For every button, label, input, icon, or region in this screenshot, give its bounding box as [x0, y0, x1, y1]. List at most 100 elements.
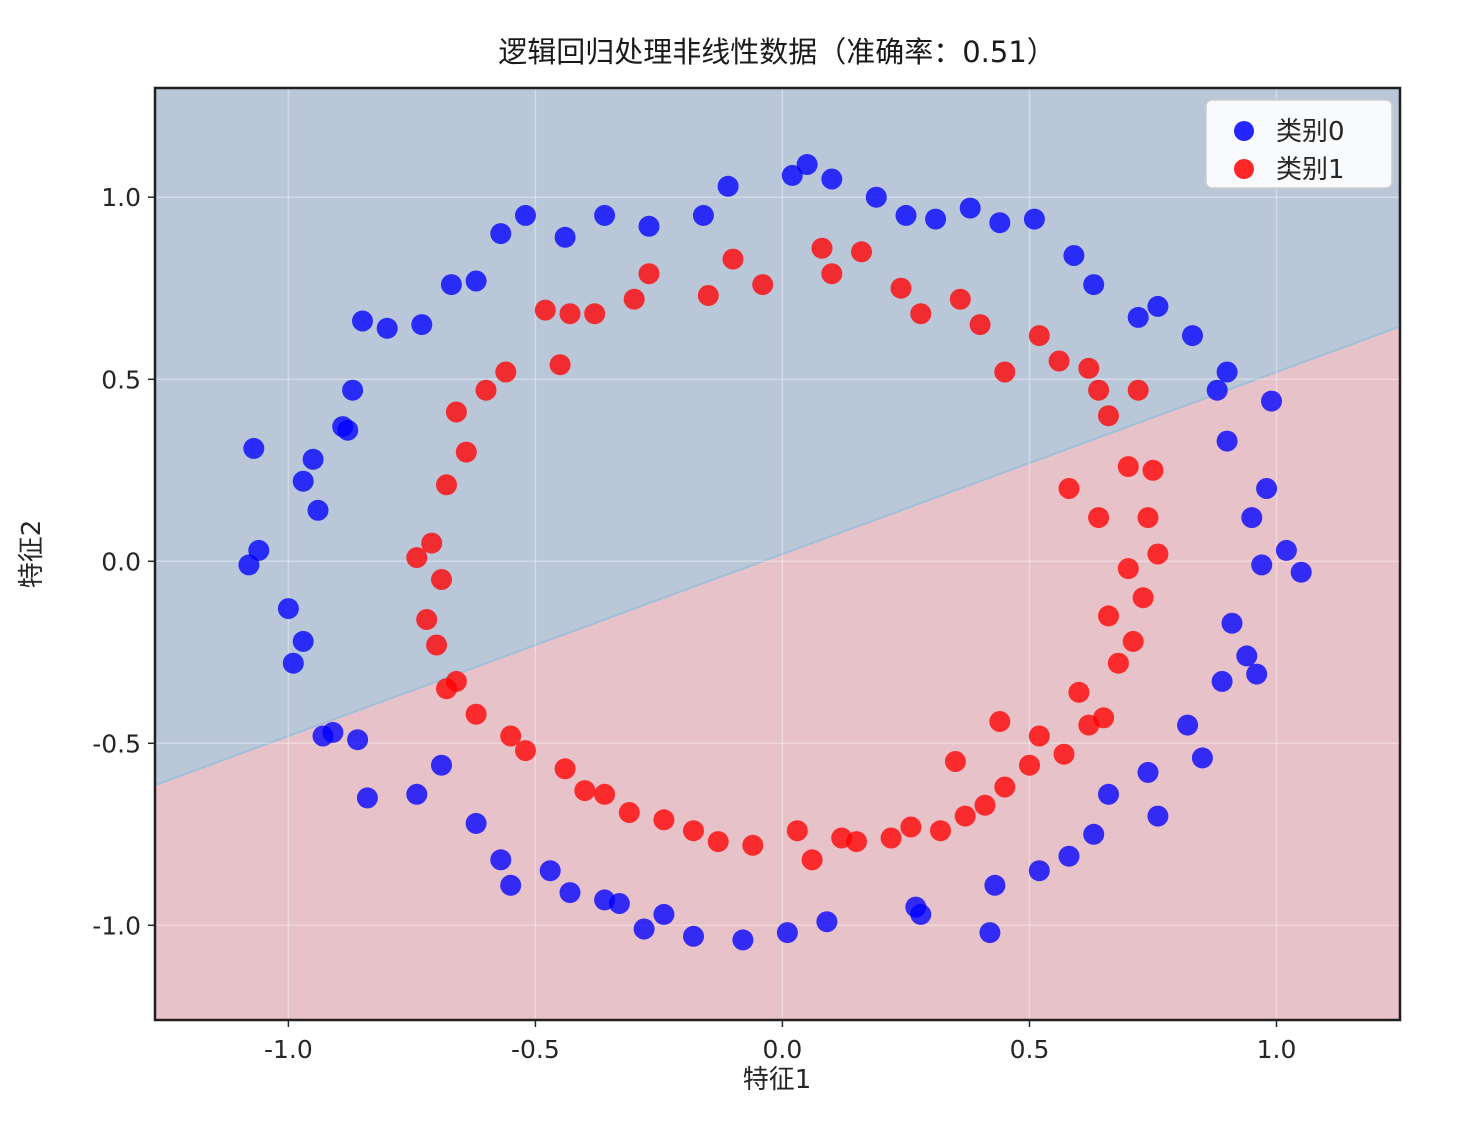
- data-point-class0: [1191, 747, 1213, 769]
- legend-marker-class0: [1234, 121, 1254, 141]
- data-point-class1: [786, 820, 808, 842]
- data-point-class0: [781, 164, 803, 186]
- data-point-class1: [1088, 507, 1110, 529]
- data-point-class0: [653, 903, 675, 925]
- data-point-class0: [1216, 430, 1238, 452]
- data-point-class0: [925, 208, 947, 230]
- data-point-class1: [559, 303, 581, 325]
- x-tick-label: 0.0: [763, 1035, 803, 1064]
- plot-border: [153, 86, 1402, 1022]
- data-point-class0: [796, 154, 818, 175]
- data-point-class0: [554, 226, 576, 248]
- data-point-class0: [465, 270, 487, 292]
- data-point-class0: [352, 310, 373, 332]
- data-point-class0: [1083, 823, 1105, 845]
- data-point-class0: [717, 175, 739, 197]
- y-axis-label: 特征2: [17, 520, 47, 589]
- data-point-class1: [801, 849, 823, 871]
- legend-label-class0: 类别0: [1276, 117, 1345, 147]
- data-point-class1: [1137, 507, 1159, 529]
- data-point-class1: [890, 277, 912, 299]
- data-point-class1: [742, 834, 764, 856]
- data-point-class0: [1241, 507, 1263, 529]
- scatter-points: [238, 154, 1312, 951]
- legend-marker-class1: [1234, 159, 1254, 179]
- data-point-class0: [1275, 539, 1297, 561]
- data-point-class1: [1117, 456, 1139, 478]
- data-point-class1: [1132, 587, 1154, 609]
- data-point-class0: [776, 922, 798, 944]
- data-point-class1: [554, 758, 576, 780]
- data-point-class1: [431, 569, 452, 590]
- data-point-class1: [574, 780, 596, 802]
- data-point-class0: [1147, 295, 1169, 317]
- data-point-class1: [436, 678, 457, 700]
- data-point-class1: [1058, 478, 1080, 499]
- data-point-class0: [406, 783, 428, 805]
- data-point-class1: [683, 820, 704, 842]
- data-point-class0: [608, 893, 630, 914]
- y-tick-label: -1.0: [92, 911, 141, 940]
- data-point-class0: [292, 630, 314, 652]
- data-point-class1: [1068, 681, 1090, 703]
- data-point-class0: [1182, 325, 1203, 347]
- data-point-class0: [816, 911, 838, 933]
- data-point-class1: [994, 361, 1016, 383]
- data-point-class1: [436, 474, 457, 496]
- data-point-class0: [1256, 478, 1278, 499]
- data-point-class0: [1236, 645, 1258, 667]
- data-point-class0: [500, 874, 522, 896]
- legend-label-class1: 类别1: [1276, 155, 1345, 185]
- data-point-class0: [692, 204, 714, 226]
- data-point-class0: [292, 470, 314, 492]
- data-point-class0: [1246, 663, 1268, 685]
- data-point-class1: [1048, 350, 1070, 372]
- data-point-class0: [1023, 208, 1045, 230]
- x-tick-label: -1.0: [264, 1035, 313, 1064]
- data-point-class1: [1093, 707, 1115, 729]
- data-point-class1: [1147, 543, 1169, 565]
- data-point-class1: [653, 809, 675, 831]
- data-point-class1: [989, 711, 1011, 732]
- axis-ticks: -1.0 -0.5 0.0 0.5 1.0 -1.0 -0.5 0.0 0.5 1.0: [92, 183, 1296, 1064]
- data-point-class0: [243, 437, 265, 459]
- legend: 类别0 类别1: [1205, 99, 1393, 189]
- data-point-class0: [440, 274, 462, 296]
- data-point-class1: [974, 794, 996, 816]
- data-point-class1: [445, 401, 467, 423]
- data-point-class1: [500, 725, 522, 747]
- data-point-class0: [302, 448, 324, 470]
- data-point-class1: [455, 441, 477, 463]
- data-point-class0: [347, 729, 369, 751]
- data-point-class0: [959, 197, 981, 219]
- data-point-class0: [1137, 761, 1159, 783]
- data-point-class1: [954, 805, 976, 827]
- data-point-class1: [1078, 357, 1100, 379]
- data-point-class1: [1142, 459, 1164, 481]
- data-point-class1: [994, 776, 1016, 798]
- data-point-class1: [1122, 630, 1144, 652]
- data-point-class1: [846, 831, 867, 853]
- data-point-class0: [638, 215, 660, 237]
- data-point-class0: [1290, 561, 1312, 583]
- decision-boundary-line: [154, 325, 1401, 787]
- data-point-class0: [1216, 361, 1238, 383]
- data-point-class1: [1098, 605, 1119, 627]
- data-point-class1: [1098, 405, 1119, 427]
- data-point-class0: [910, 903, 932, 925]
- region-class1: [155, 326, 1400, 1020]
- data-point-class1: [949, 288, 971, 310]
- data-point-class0: [821, 168, 843, 190]
- data-point-class1: [851, 241, 872, 263]
- x-tick-label: -0.5: [511, 1035, 560, 1064]
- data-point-class0: [356, 787, 378, 809]
- data-point-class1: [623, 288, 645, 310]
- data-point-class1: [811, 237, 833, 259]
- data-point-class1: [406, 547, 428, 569]
- data-point-class1: [594, 783, 616, 805]
- data-point-class1: [515, 740, 536, 762]
- data-point-class0: [1221, 612, 1243, 634]
- data-point-class1: [1107, 652, 1129, 674]
